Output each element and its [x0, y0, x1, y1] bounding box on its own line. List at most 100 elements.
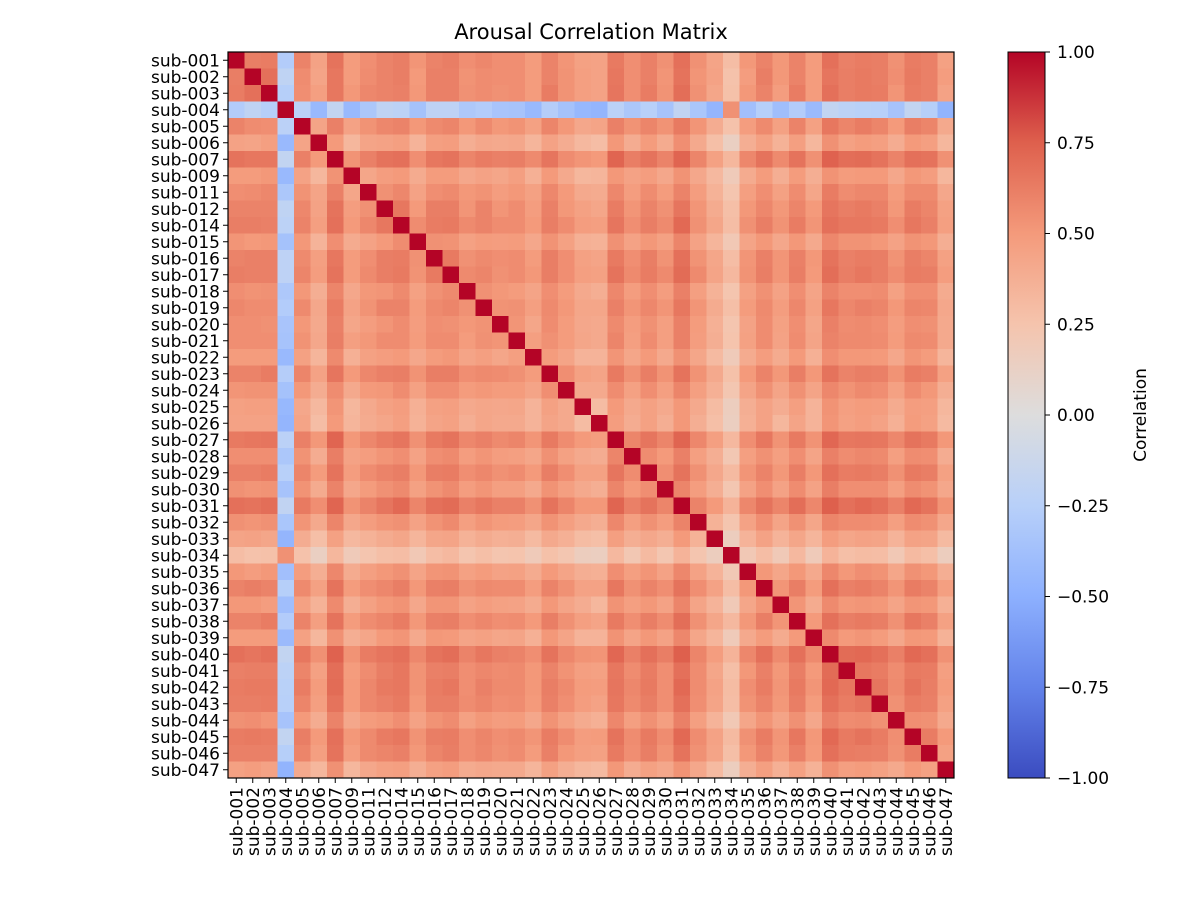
heatmap-cell — [838, 101, 856, 119]
heatmap-cell — [228, 85, 245, 102]
heatmap-cell — [459, 596, 476, 614]
heatmap-cell — [558, 613, 575, 630]
heatmap-cell — [607, 266, 625, 284]
heatmap-cell — [921, 134, 938, 152]
heatmap-cell — [723, 761, 740, 779]
heatmap-cell — [690, 530, 707, 548]
heatmap-cell — [244, 52, 262, 69]
heatmap-cell — [327, 68, 344, 86]
heatmap-cell — [525, 68, 542, 86]
heatmap-cell — [508, 365, 526, 383]
heatmap-cell — [442, 580, 460, 597]
heatmap-cell — [706, 52, 724, 69]
heatmap-cell — [393, 332, 410, 350]
heatmap-cell — [492, 679, 509, 696]
heatmap-cell — [921, 745, 938, 762]
heatmap-cell — [442, 233, 460, 251]
heatmap-cell — [343, 662, 361, 680]
heatmap-cell — [310, 662, 328, 680]
heatmap-cell — [574, 563, 592, 581]
heatmap-cell — [756, 316, 773, 333]
heatmap-cell — [360, 332, 377, 350]
heatmap-cell — [426, 283, 443, 300]
heatmap-cell — [921, 563, 938, 581]
heatmap-cell — [409, 349, 427, 366]
heatmap-cell — [822, 365, 839, 383]
heatmap-cell — [261, 563, 278, 581]
heatmap-cell — [937, 85, 955, 102]
heatmap-cell — [673, 448, 691, 465]
heatmap-cell — [855, 662, 872, 680]
heatmap-cell — [525, 85, 542, 102]
heatmap-cell — [228, 745, 245, 762]
heatmap-cell — [525, 629, 542, 647]
heatmap-cell — [244, 134, 262, 152]
heatmap-cell — [277, 250, 295, 267]
heatmap-cell — [640, 580, 658, 597]
heatmap-cell — [657, 629, 674, 647]
heatmap-cell — [574, 728, 592, 746]
heatmap-cell — [855, 712, 872, 729]
heatmap-cell — [426, 167, 443, 185]
heatmap-cell — [541, 200, 559, 218]
heatmap-cell — [459, 101, 476, 119]
heatmap-cell — [772, 679, 790, 696]
heatmap-cell — [690, 200, 707, 218]
heatmap-cell — [541, 563, 559, 581]
heatmap-cell — [838, 662, 856, 680]
heatmap-cell — [805, 316, 823, 333]
heatmap-cell — [657, 167, 674, 185]
heatmap-cell — [294, 695, 311, 713]
heatmap-cell — [805, 266, 823, 284]
heatmap-cell — [492, 613, 509, 630]
heatmap-cell — [888, 217, 905, 234]
heatmap-cell — [360, 662, 377, 680]
heatmap-cell — [921, 728, 938, 746]
heatmap-cell — [640, 101, 658, 119]
heatmap-cell — [855, 365, 872, 383]
heatmap-cell — [294, 448, 311, 465]
heatmap-cell — [607, 68, 625, 86]
colorbar-tick-label: 0.50 — [1057, 225, 1095, 245]
heatmap-cell — [228, 481, 245, 498]
heatmap-cell — [723, 481, 740, 498]
heatmap-cell — [310, 398, 328, 416]
heatmap-cell — [591, 629, 608, 647]
heatmap-cell — [327, 448, 344, 465]
heatmap-cell — [442, 167, 460, 185]
heatmap-cell — [525, 283, 542, 300]
heatmap-cell — [277, 118, 295, 135]
heatmap-cell — [772, 299, 790, 317]
heatmap-cell — [525, 481, 542, 498]
heatmap-cell — [838, 448, 856, 465]
heatmap-cell — [855, 250, 872, 267]
heatmap-cell — [244, 431, 262, 449]
heatmap-cell — [310, 580, 328, 597]
heatmap-cell — [409, 728, 427, 746]
heatmap-cell — [690, 332, 707, 350]
heatmap-cell — [772, 497, 790, 515]
heatmap-cell — [376, 233, 394, 251]
heatmap-cell — [855, 679, 872, 696]
heatmap-cell — [475, 283, 493, 300]
x-tick-label: sub-044 — [887, 787, 907, 856]
heatmap-cell — [706, 646, 724, 663]
heatmap-cell — [541, 283, 559, 300]
heatmap-cell — [294, 101, 311, 119]
heatmap-cell — [904, 761, 922, 779]
heatmap-cell — [376, 613, 394, 630]
heatmap-cell — [871, 151, 889, 168]
heatmap-cell — [459, 745, 476, 762]
heatmap-cell — [805, 151, 823, 168]
heatmap-cell — [640, 266, 658, 284]
heatmap-cell — [871, 629, 889, 647]
heatmap-cell — [690, 52, 707, 69]
heatmap-cell — [640, 448, 658, 465]
heatmap-cell — [772, 530, 790, 548]
heatmap-cell — [574, 365, 592, 383]
heatmap-cell — [294, 151, 311, 168]
heatmap-cell — [822, 217, 839, 234]
heatmap-cell — [822, 266, 839, 284]
heatmap-cell — [838, 151, 856, 168]
